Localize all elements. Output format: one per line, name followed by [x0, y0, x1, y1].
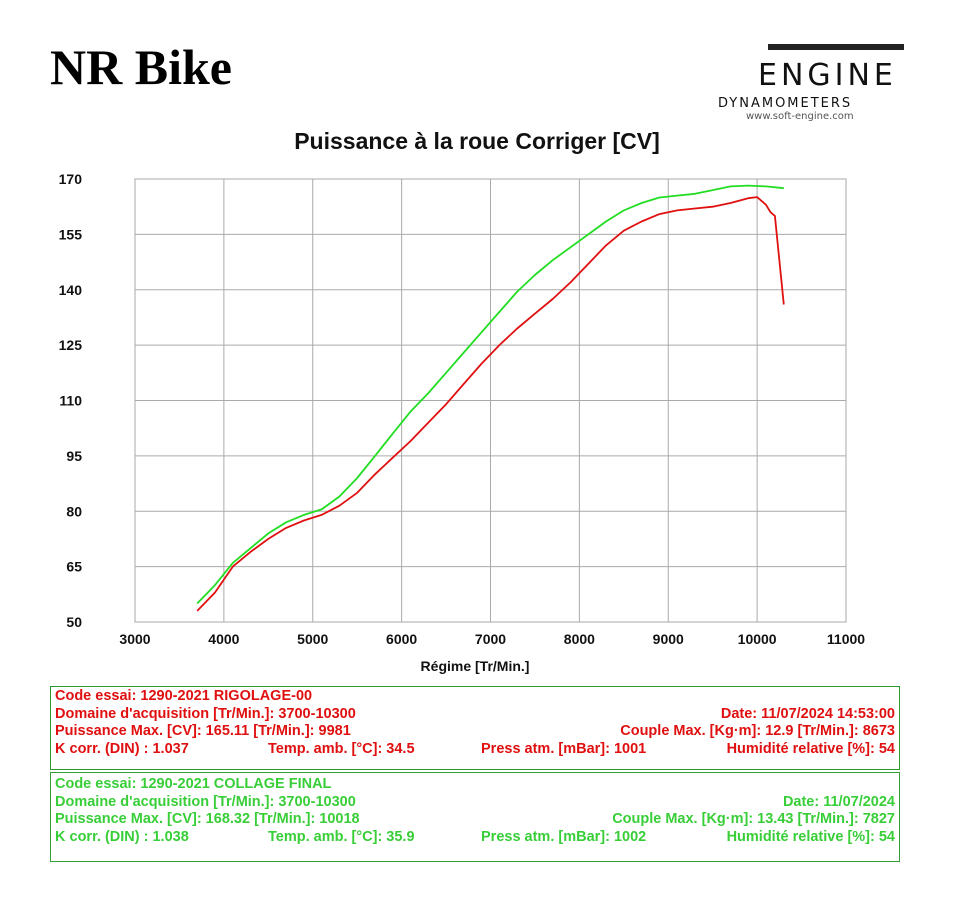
y-tick-label: 170 — [59, 171, 83, 187]
y-tick-label: 125 — [59, 337, 83, 353]
run-date: Date: 11/07/2024 — [782, 793, 895, 810]
run-power-max: Puissance Max. [CV]: 168.32 [Tr/Min.]: 1… — [55, 811, 360, 827]
x-tick-label: 5000 — [297, 631, 328, 647]
power-chart: 3000 4000 5000 6000 7000 8000 9000 10000 11000 50… — [59, 171, 866, 674]
x-tick-label: 7000 — [475, 631, 506, 647]
run-k-corr: K corr. (DIN) : 1.038 — [55, 828, 189, 845]
y-tick-label: 50 — [66, 614, 82, 630]
run-k-corr: K corr. (DIN) : 1.037 — [55, 740, 189, 757]
x-tick-label: 10000 — [738, 631, 777, 647]
x-tick-label: 6000 — [386, 631, 417, 647]
run-info-box-red: Code essai: 1290-2021 RIGOLAGE-00 Domain… — [50, 686, 900, 770]
run-temp: Temp. amb. [°C]: 35.9 — [268, 828, 415, 845]
brand-title: NR Bike — [50, 39, 232, 95]
run-code: Code essai: 1290-2021 RIGOLAGE-00 — [55, 688, 313, 704]
x-tick-label: 9000 — [653, 631, 684, 647]
x-tick-label: 3000 — [119, 631, 150, 647]
tick-labels: 3000 4000 5000 6000 7000 8000 9000 10000 11000 50… — [59, 171, 866, 647]
run-code: Code essai: 1290-2021 COLLAGE FINAL — [55, 776, 332, 792]
run-date: Date: 11/07/2024 14:53:00 — [720, 705, 895, 722]
soft-engine-logo: ENGINE DYNAMOMETERS www.soft-engine.com — [700, 44, 910, 124]
y-tick-label: 110 — [59, 393, 82, 409]
series-line-red — [196, 196, 785, 612]
run-humidity: Humidité relative [%]: 54 — [726, 740, 895, 757]
x-tick-label: 4000 — [208, 631, 239, 647]
series-line-green — [196, 184, 784, 605]
chart-title: Puissance à la roue Corriger [CV] — [294, 128, 660, 154]
run-humidity: Humidité relative [%]: 54 — [726, 828, 895, 845]
run-torque-max: Couple Max. [Kg·m]: 13.43 [Tr/Min.]: 782… — [612, 811, 895, 827]
x-tick-label: 8000 — [564, 631, 595, 647]
run-power-max: Puissance Max. [CV]: 165.11 [Tr/Min.]: 9… — [55, 723, 351, 739]
grid-lines — [134, 178, 847, 623]
run-domain: Domaine d'acquisition [Tr/Min.]: 3700-10… — [55, 705, 356, 722]
run-domain: Domaine d'acquisition [Tr/Min.]: 3700-10… — [55, 793, 356, 810]
y-tick-label: 140 — [59, 282, 83, 298]
logo-word: ENGINE — [758, 58, 897, 93]
logo-bar — [768, 44, 904, 50]
logo-url: www.soft-engine.com — [746, 111, 854, 122]
run-pressure: Press atm. [mBar]: 1001 — [481, 740, 647, 757]
x-axis-label: Régime [Tr/Min.] — [421, 658, 530, 674]
series-lines — [196, 184, 785, 612]
run-pressure: Press atm. [mBar]: 1002 — [481, 828, 647, 845]
run-torque-max: Couple Max. [Kg·m]: 12.9 [Tr/Min.]: 8673 — [620, 723, 895, 739]
logo-subtitle: DYNAMOMETERS — [718, 96, 853, 111]
run-temp: Temp. amb. [°C]: 34.5 — [268, 740, 415, 757]
y-tick-label: 155 — [59, 226, 83, 242]
y-tick-label: 95 — [66, 448, 82, 464]
x-tick-label: 11000 — [827, 631, 865, 647]
run-info-box-green: Code essai: 1290-2021 COLLAGE FINAL Doma… — [50, 772, 900, 862]
y-tick-label: 80 — [66, 503, 82, 519]
y-tick-label: 65 — [66, 559, 82, 575]
